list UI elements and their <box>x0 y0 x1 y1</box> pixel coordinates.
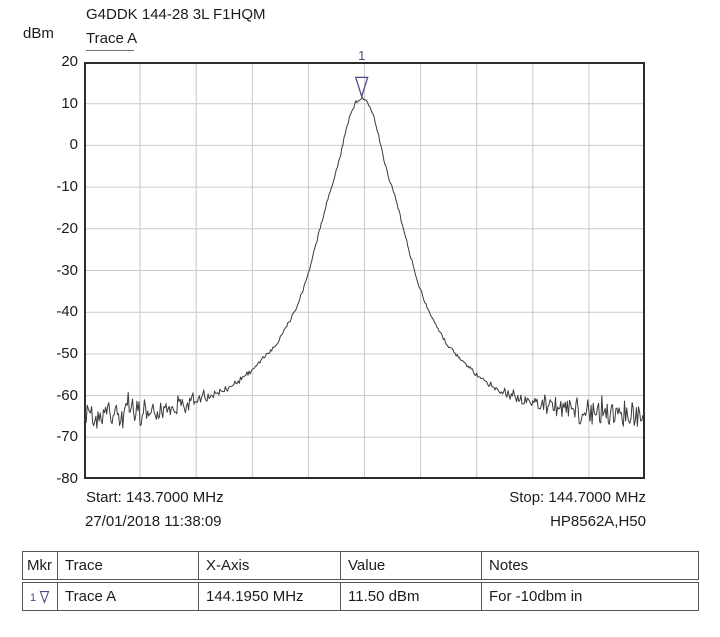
notes-cell: For -10dbm in <box>481 580 699 611</box>
legend-trace-a: Trace A <box>86 30 137 51</box>
y-tick-label: 0 <box>69 136 78 154</box>
marker-table-row: 1 Trace A 144.1950 MHz 11.50 dBm For -10… <box>22 580 699 611</box>
col-header-mkr: Mkr <box>22 551 58 583</box>
y-axis-tick-labels: 20 10 0 -10 -20 -30 -40 -50 -60 -70 -80 <box>24 53 78 487</box>
y-tick-label: -80 <box>56 470 78 487</box>
y-tick-label: -60 <box>56 386 78 404</box>
y-tick-label: -40 <box>56 303 78 321</box>
marker-1-label: 1 <box>358 48 365 63</box>
x-axis-start-label: Start: 143.7000 MHz <box>86 489 224 506</box>
x-axis-stop-label: Stop: 144.7000 MHz <box>509 489 646 506</box>
trace-a-line <box>84 96 645 429</box>
y-tick-label: 20 <box>61 53 78 70</box>
y-tick-label: -50 <box>56 344 78 362</box>
spectrum-plot: 1 <box>84 48 645 479</box>
col-header-notes: Notes <box>481 551 699 583</box>
y-tick-label: -10 <box>56 178 78 196</box>
col-header-value: Value <box>340 551 482 583</box>
gridlines <box>85 63 644 478</box>
y-tick-label: -30 <box>56 261 78 279</box>
col-header-trace: Trace <box>57 551 199 583</box>
marker-table-header-row: Mkr Trace X-Axis Value Notes <box>22 551 699 583</box>
plot-frame <box>84 62 645 479</box>
instrument-model: HP8562A,H50 <box>550 513 646 530</box>
page-title: G4DDK 144-28 3L F1HQM <box>86 6 266 23</box>
capture-timestamp: 27/01/2018 11:38:09 <box>85 513 222 530</box>
y-tick-label: 10 <box>61 94 78 112</box>
value-cell: 11.50 dBm <box>340 580 482 611</box>
legend-line-sample <box>86 50 134 51</box>
marker-number: 1 <box>30 591 37 604</box>
trace-cell: Trace A <box>57 580 199 611</box>
x-axis-cell: 144.1950 MHz <box>198 580 341 611</box>
marker-table: Mkr Trace X-Axis Value Notes 1 Trace A <box>22 551 699 611</box>
marker-triangle-icon <box>39 590 50 604</box>
col-header-x-axis: X-Axis <box>198 551 341 583</box>
marker-id-cell: 1 <box>22 580 58 611</box>
y-axis-unit-label: dBm <box>23 25 54 42</box>
legend-label: Trace A <box>86 30 138 47</box>
marker-1-triangle-icon <box>354 76 369 99</box>
y-tick-label: -20 <box>56 219 78 237</box>
y-tick-label: -70 <box>56 428 78 446</box>
